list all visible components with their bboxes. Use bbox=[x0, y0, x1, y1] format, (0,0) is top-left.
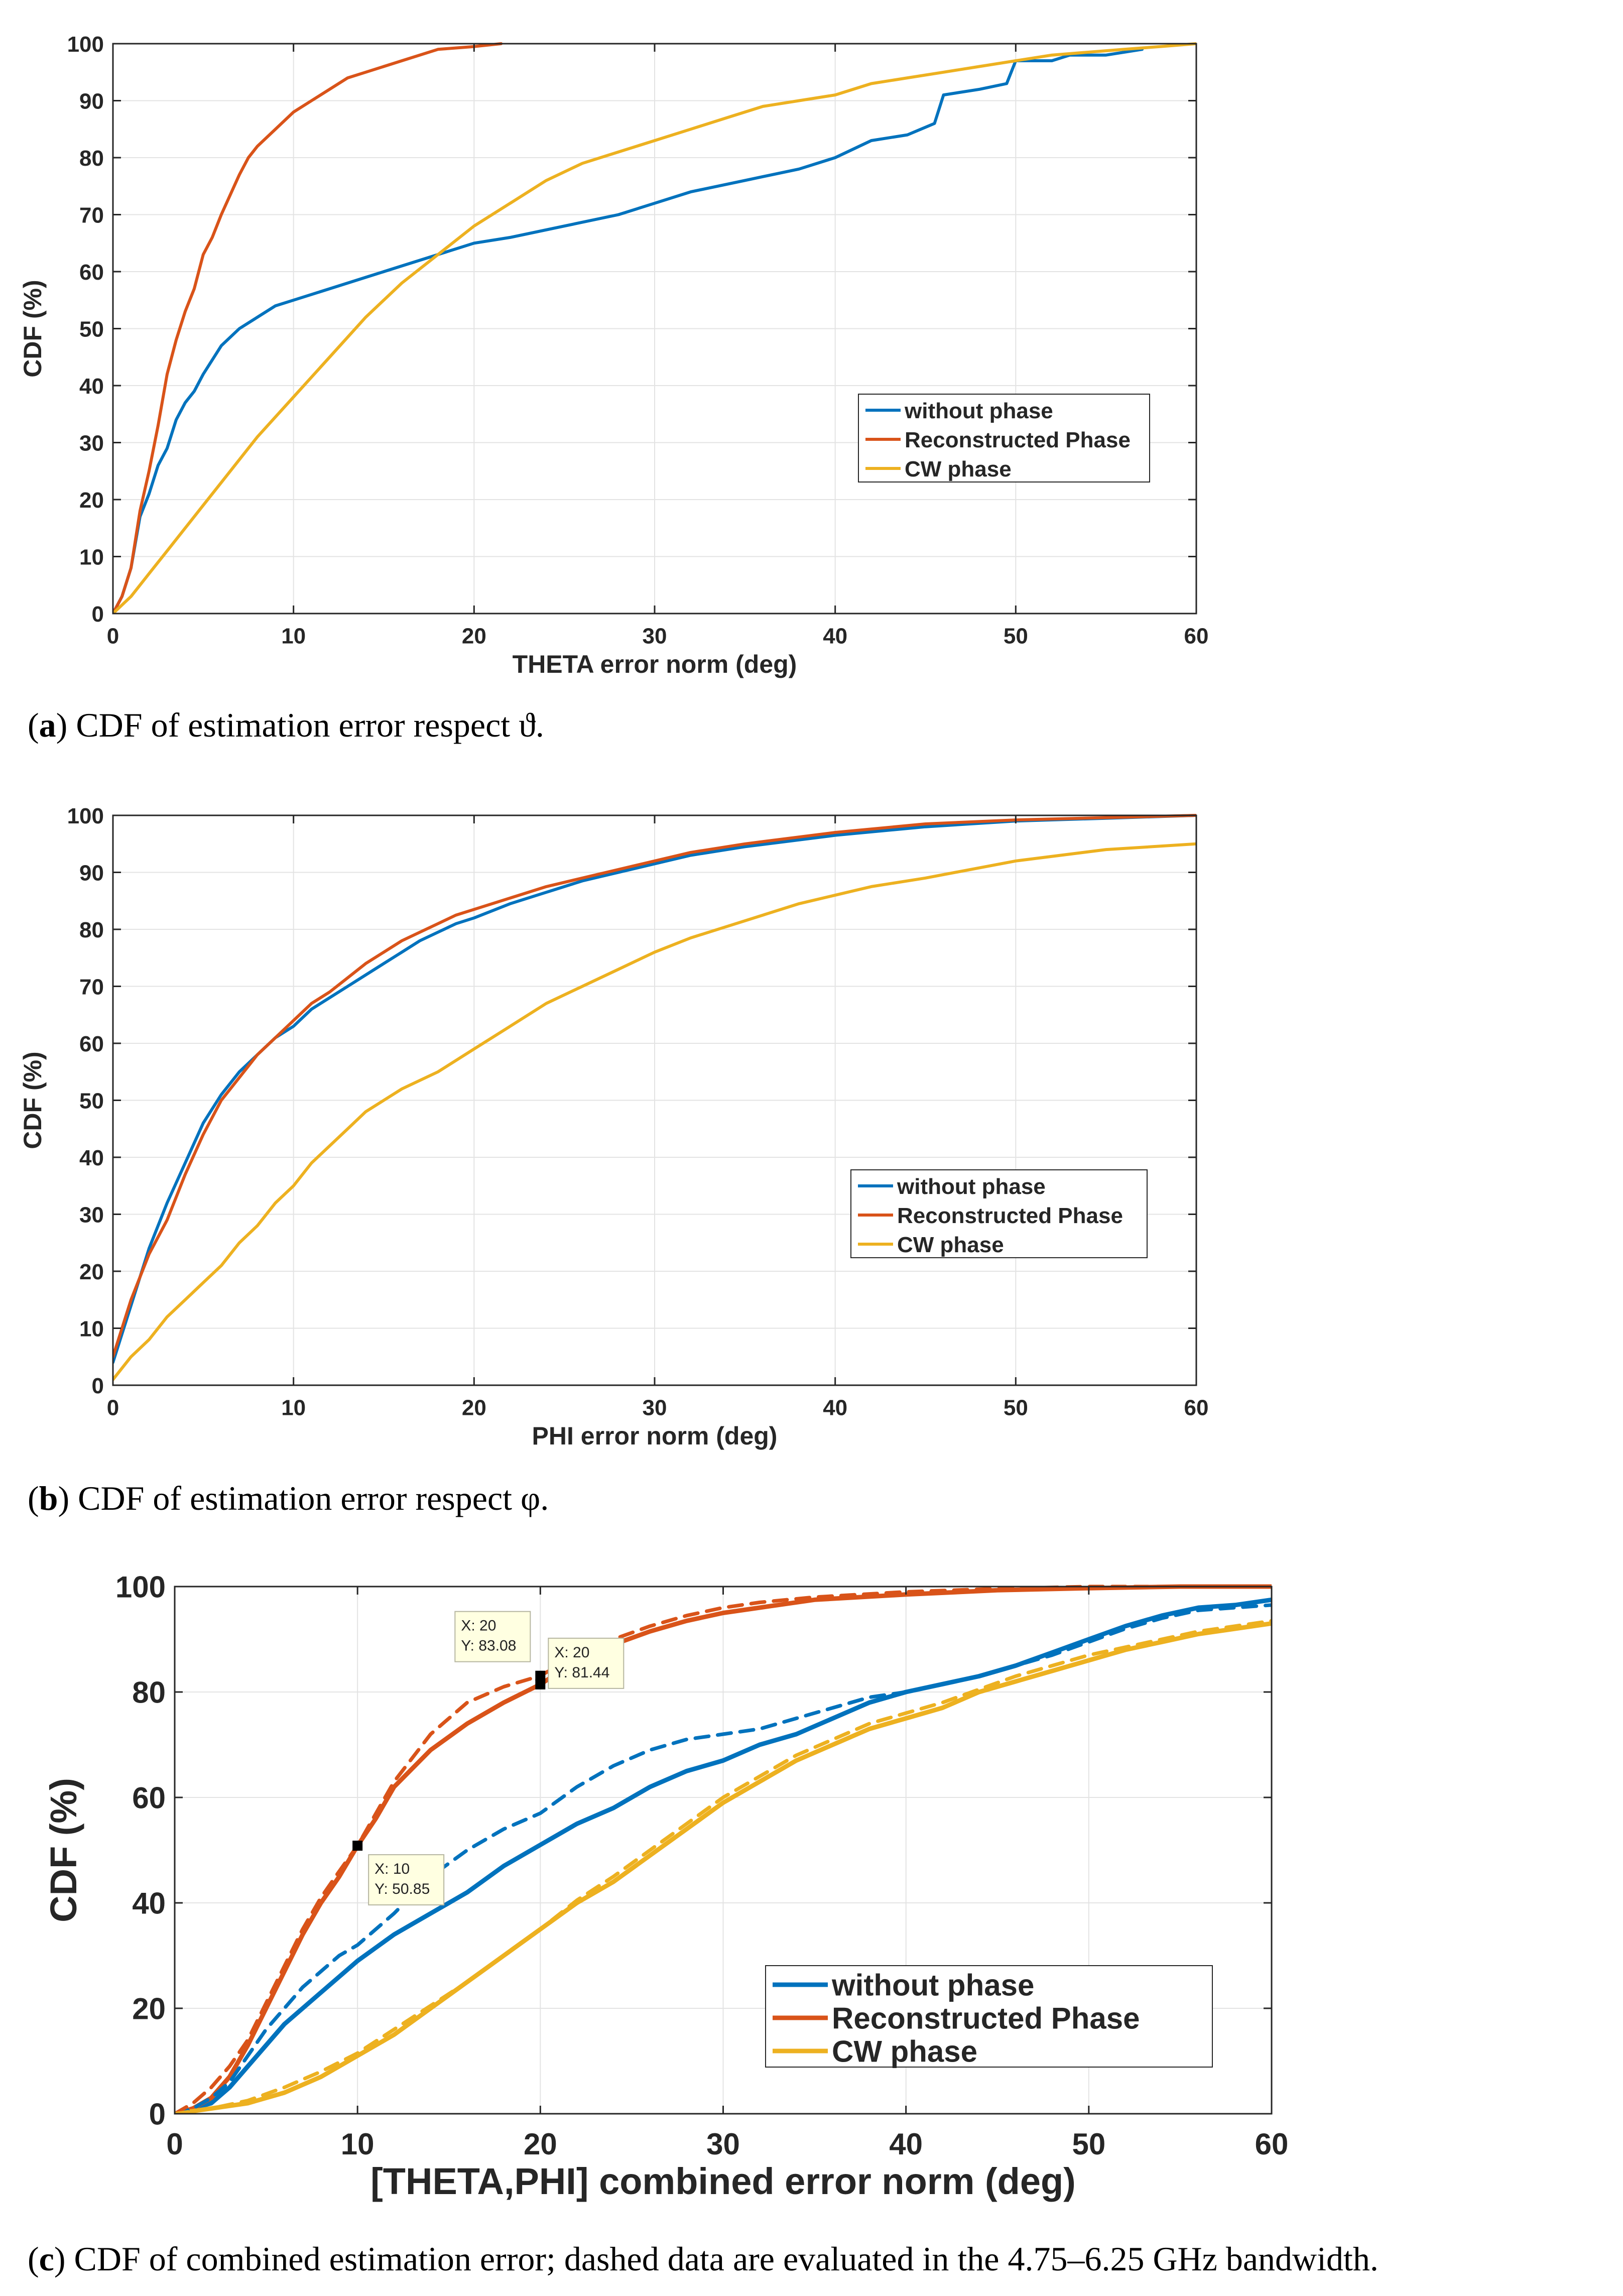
legend: without phase Reconstructed Phase CW phase bbox=[851, 1170, 1147, 1258]
legend-label: without phase bbox=[831, 1969, 1034, 2002]
caption-a-text: CDF of estimation error respect ϑ. bbox=[76, 706, 544, 744]
y-tick-label: 20 bbox=[79, 1260, 104, 1284]
y-tick-label: 0 bbox=[92, 1374, 104, 1398]
x-axis-label: PHI error norm (deg) bbox=[532, 1422, 778, 1450]
datatip-marker bbox=[535, 1671, 545, 1681]
caption-c-text: CDF of combined estimation error; dashed… bbox=[74, 2240, 1379, 2278]
y-tick-label: 60 bbox=[79, 1032, 104, 1056]
x-tick-label: 0 bbox=[107, 624, 119, 648]
legend-label: without phase bbox=[897, 1174, 1046, 1199]
caption-b-letter: b bbox=[39, 1479, 58, 1517]
y-tick-label: 40 bbox=[79, 1146, 104, 1170]
x-tick-label: 60 bbox=[1184, 1395, 1209, 1420]
x-tick-label: 60 bbox=[1184, 624, 1209, 648]
x-tick-label: 20 bbox=[462, 1395, 486, 1420]
x-tick-label: 30 bbox=[643, 1395, 667, 1420]
datatip-marker bbox=[535, 1679, 545, 1689]
datatip-text: X: 20 bbox=[554, 1644, 589, 1661]
y-tick-label: 50 bbox=[79, 1089, 104, 1113]
caption-b: (b) CDF of estimation error respect φ. bbox=[28, 1479, 549, 1518]
legend-label: CW phase bbox=[832, 2035, 977, 2069]
figure-canvas: 0 10 20 30 40 50 600102030405060708090100THETA… bbox=[0, 0, 1623, 2293]
caption-b-text: CDF of estimation error respect φ. bbox=[78, 1479, 549, 1517]
legend-label: Reconstructed Phase bbox=[905, 428, 1131, 452]
y-tick-label: 30 bbox=[79, 1202, 104, 1227]
chart-a: 0 10 20 30 40 50 60 0 10 20 30 40 50 60 70 80 90 100 THETA… bbox=[19, 32, 1208, 678]
caption-a: (a) CDF of estimation error respect ϑ. bbox=[28, 705, 544, 745]
y-tick-label: 100 bbox=[115, 1570, 166, 1604]
y-axis-label: CDF (%) bbox=[19, 1051, 47, 1149]
y-tick-label: 40 bbox=[132, 1887, 166, 1920]
y-axis-label: CDF (%) bbox=[19, 280, 47, 377]
y-tick-label: 80 bbox=[79, 146, 104, 171]
y-tick-label: 60 bbox=[132, 1781, 166, 1815]
y-tick-label: 10 bbox=[79, 545, 104, 569]
datatip-text: X: 20 bbox=[461, 1618, 496, 1634]
x-axis-label: THETA error norm (deg) bbox=[513, 650, 797, 678]
caption-c: (c) CDF of combined estimation error; da… bbox=[28, 2239, 1379, 2279]
x-tick-label: 10 bbox=[341, 2127, 374, 2161]
caption-c-letter: c bbox=[39, 2240, 54, 2278]
legend-label: Reconstructed Phase bbox=[832, 2002, 1140, 2035]
legend-label: Reconstructed Phase bbox=[897, 1203, 1123, 1228]
y-tick-label: 0 bbox=[149, 2098, 166, 2131]
x-tick-label: 30 bbox=[643, 624, 667, 648]
caption-a-letter: a bbox=[39, 706, 56, 744]
y-tick-label: 80 bbox=[132, 1676, 166, 1710]
datatip-text: X: 10 bbox=[374, 1861, 410, 1877]
x-tick-label: 50 bbox=[1004, 1395, 1028, 1420]
legend-label: without phase bbox=[904, 399, 1053, 423]
legend-label: CW phase bbox=[905, 457, 1012, 481]
x-tick-label: 50 bbox=[1072, 2127, 1105, 2161]
x-tick-label: 0 bbox=[107, 1395, 119, 1420]
y-tick-label: 100 bbox=[67, 804, 104, 828]
x-tick-label: 20 bbox=[524, 2127, 557, 2161]
x-tick-label: 0 bbox=[166, 2127, 183, 2161]
x-tick-label: 40 bbox=[823, 1395, 847, 1420]
datatip-marker bbox=[352, 1841, 362, 1851]
x-tick-label: 10 bbox=[281, 1395, 306, 1420]
legend-label: CW phase bbox=[897, 1233, 1004, 1257]
legend: without phase Reconstructed Phase CW phase bbox=[858, 394, 1150, 482]
y-tick-label: 20 bbox=[132, 1992, 166, 2026]
y-tick-label: 50 bbox=[79, 317, 104, 341]
x-axis-label: [THETA,PHI] combined error norm (deg) bbox=[370, 2160, 1076, 2202]
datatip-text: Y: 81.44 bbox=[554, 1664, 609, 1681]
x-tick-label: 20 bbox=[462, 624, 486, 648]
x-tick-label: 50 bbox=[1004, 624, 1028, 648]
chart-c: 0 10 20 30 40 50 60 0 20 40 60 80 100 [THETA,PHI] com… bbox=[43, 1570, 1288, 2202]
x-tick-label: 30 bbox=[706, 2127, 740, 2161]
y-axis-label: CDF (%) bbox=[43, 1778, 84, 1922]
chart-b: 0 10 20 30 40 50 60 0 10 20 30 40 50 60 70 80 90 100 PHI e… bbox=[19, 804, 1208, 1450]
x-tick-label: 60 bbox=[1255, 2127, 1289, 2161]
y-tick-label: 70 bbox=[79, 203, 104, 227]
x-tick-label: 40 bbox=[889, 2127, 923, 2161]
y-tick-label: 90 bbox=[79, 89, 104, 113]
x-tick-label: 40 bbox=[823, 624, 847, 648]
y-tick-label: 30 bbox=[79, 431, 104, 455]
datatip-text: Y: 50.85 bbox=[374, 1881, 430, 1897]
y-tick-label: 0 bbox=[92, 602, 104, 627]
y-tick-label: 40 bbox=[79, 374, 104, 399]
y-tick-label: 20 bbox=[79, 488, 104, 513]
y-tick-label: 70 bbox=[79, 975, 104, 999]
figure: 0 10 20 30 40 50 60 0 10 20 30 40 50 60 70 80 90 100 THETA… bbox=[0, 0, 1623, 2293]
datatip: X: 20 Y: 81.44 bbox=[535, 1638, 623, 1689]
y-tick-label: 10 bbox=[79, 1316, 104, 1341]
y-tick-label: 90 bbox=[79, 861, 104, 885]
x-tick-label: 10 bbox=[281, 624, 306, 648]
y-tick-label: 80 bbox=[79, 918, 104, 942]
y-tick-label: 100 bbox=[67, 32, 104, 57]
datatip-text: Y: 83.08 bbox=[461, 1638, 516, 1654]
y-tick-label: 60 bbox=[79, 260, 104, 285]
